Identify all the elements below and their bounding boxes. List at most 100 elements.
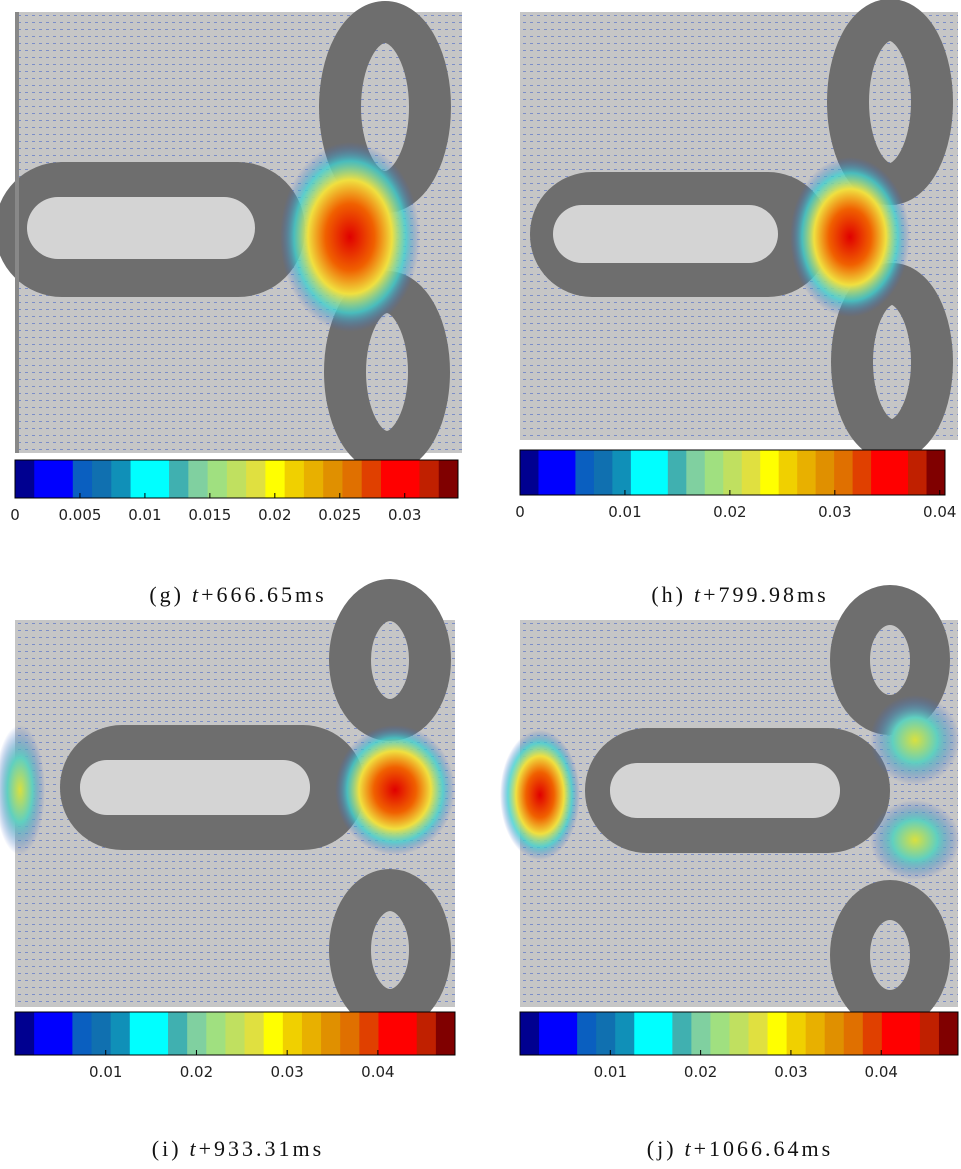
color-band <box>686 450 706 495</box>
color-band <box>435 1012 456 1055</box>
color-band <box>843 1012 864 1055</box>
color-band <box>265 460 286 498</box>
piv-image <box>0 1 462 473</box>
piv-image <box>0 579 455 1031</box>
tick-label: 0 <box>515 503 525 521</box>
color-band <box>760 450 780 495</box>
color-band <box>53 460 74 498</box>
color-band <box>649 450 669 495</box>
caption-label: (g) <box>149 582 184 607</box>
color-band <box>615 1012 635 1055</box>
tick-label: 0 <box>10 506 20 524</box>
tick-label: 0.01 <box>128 506 161 524</box>
colorbar-frame <box>14 1011 456 1056</box>
caption: (h) t+799.98ms <box>651 582 828 607</box>
tick-label: 0.03 <box>270 1063 303 1081</box>
color-band <box>741 450 761 495</box>
color-band <box>852 450 872 495</box>
color-band <box>34 460 55 498</box>
tick-label: 0.03 <box>774 1063 807 1081</box>
color-band <box>359 1012 379 1055</box>
color-band <box>323 460 343 498</box>
caption-variable: t <box>192 582 201 607</box>
color-band <box>767 1012 788 1055</box>
color-band <box>92 460 112 498</box>
color-band <box>889 450 909 495</box>
color-band <box>786 1012 807 1055</box>
color-band <box>778 450 798 495</box>
tick-label: 0.04 <box>361 1063 394 1081</box>
caption-variable: t <box>685 1136 694 1161</box>
color-band <box>748 1012 769 1055</box>
color-band <box>34 1012 54 1055</box>
color-band <box>538 450 558 495</box>
color-band <box>710 1012 730 1055</box>
color-band <box>539 1012 559 1055</box>
color-band <box>53 1012 73 1055</box>
color-band <box>301 1012 322 1055</box>
tick-label: 0.04 <box>923 503 956 521</box>
color-band <box>397 1012 418 1055</box>
color-band <box>400 460 420 498</box>
color-band <box>596 1012 616 1055</box>
color-band <box>634 1012 654 1055</box>
color-band <box>129 1012 150 1055</box>
color-band <box>168 1012 188 1055</box>
color-band <box>246 460 266 498</box>
color-band <box>91 1012 112 1055</box>
color-band <box>110 1012 131 1055</box>
color-band <box>361 460 382 498</box>
color-band <box>805 1012 826 1055</box>
color-band <box>704 450 724 495</box>
colorbar-frame <box>519 1011 959 1056</box>
color-band <box>575 450 595 495</box>
caption-label: (i) <box>152 1136 182 1161</box>
color-band <box>111 460 132 498</box>
color-band <box>723 450 743 495</box>
colorbar-frame <box>14 459 459 499</box>
tick-label: 0.01 <box>89 1063 122 1081</box>
color-band <box>303 460 324 498</box>
color-band <box>862 1012 883 1055</box>
color-band <box>225 1012 246 1055</box>
caption: (i) t+933.31ms <box>152 1136 324 1161</box>
tick-label: 0.025 <box>318 506 361 524</box>
color-band <box>321 1012 341 1055</box>
tick-label: 0.02 <box>258 506 291 524</box>
tick-label: 0.03 <box>818 503 851 521</box>
color-band <box>834 450 854 495</box>
tick-label: 0.01 <box>608 503 641 521</box>
color-band <box>900 1012 921 1055</box>
color-band <box>342 460 363 498</box>
color-band <box>815 450 835 495</box>
color-band <box>672 1012 692 1055</box>
color-band <box>612 450 632 495</box>
color-band <box>380 460 401 498</box>
color-band <box>881 1012 902 1055</box>
color-band <box>148 1012 169 1055</box>
color-band <box>577 1012 597 1055</box>
color-band <box>263 1012 284 1055</box>
color-band <box>438 460 459 498</box>
caption-time: +666.65ms <box>201 582 327 607</box>
color-band <box>206 1012 226 1055</box>
tick-label: 0.02 <box>713 503 746 521</box>
color-band <box>630 450 650 495</box>
color-band <box>919 1012 940 1055</box>
color-band <box>72 1012 93 1055</box>
color-band <box>15 1012 35 1055</box>
color-band <box>244 1012 265 1055</box>
color-band <box>653 1012 673 1055</box>
color-band <box>130 460 151 498</box>
caption-variable: t <box>694 582 703 607</box>
color-band <box>226 460 247 498</box>
tick-label: 0.02 <box>180 1063 213 1081</box>
caption: (g) t+666.65ms <box>149 582 326 607</box>
caption: (j) t+1066.64ms <box>647 1136 833 1161</box>
color-band <box>416 1012 437 1055</box>
tick-label: 0.03 <box>388 506 421 524</box>
color-band <box>207 460 228 498</box>
color-band <box>15 460 35 498</box>
color-band <box>797 450 817 495</box>
